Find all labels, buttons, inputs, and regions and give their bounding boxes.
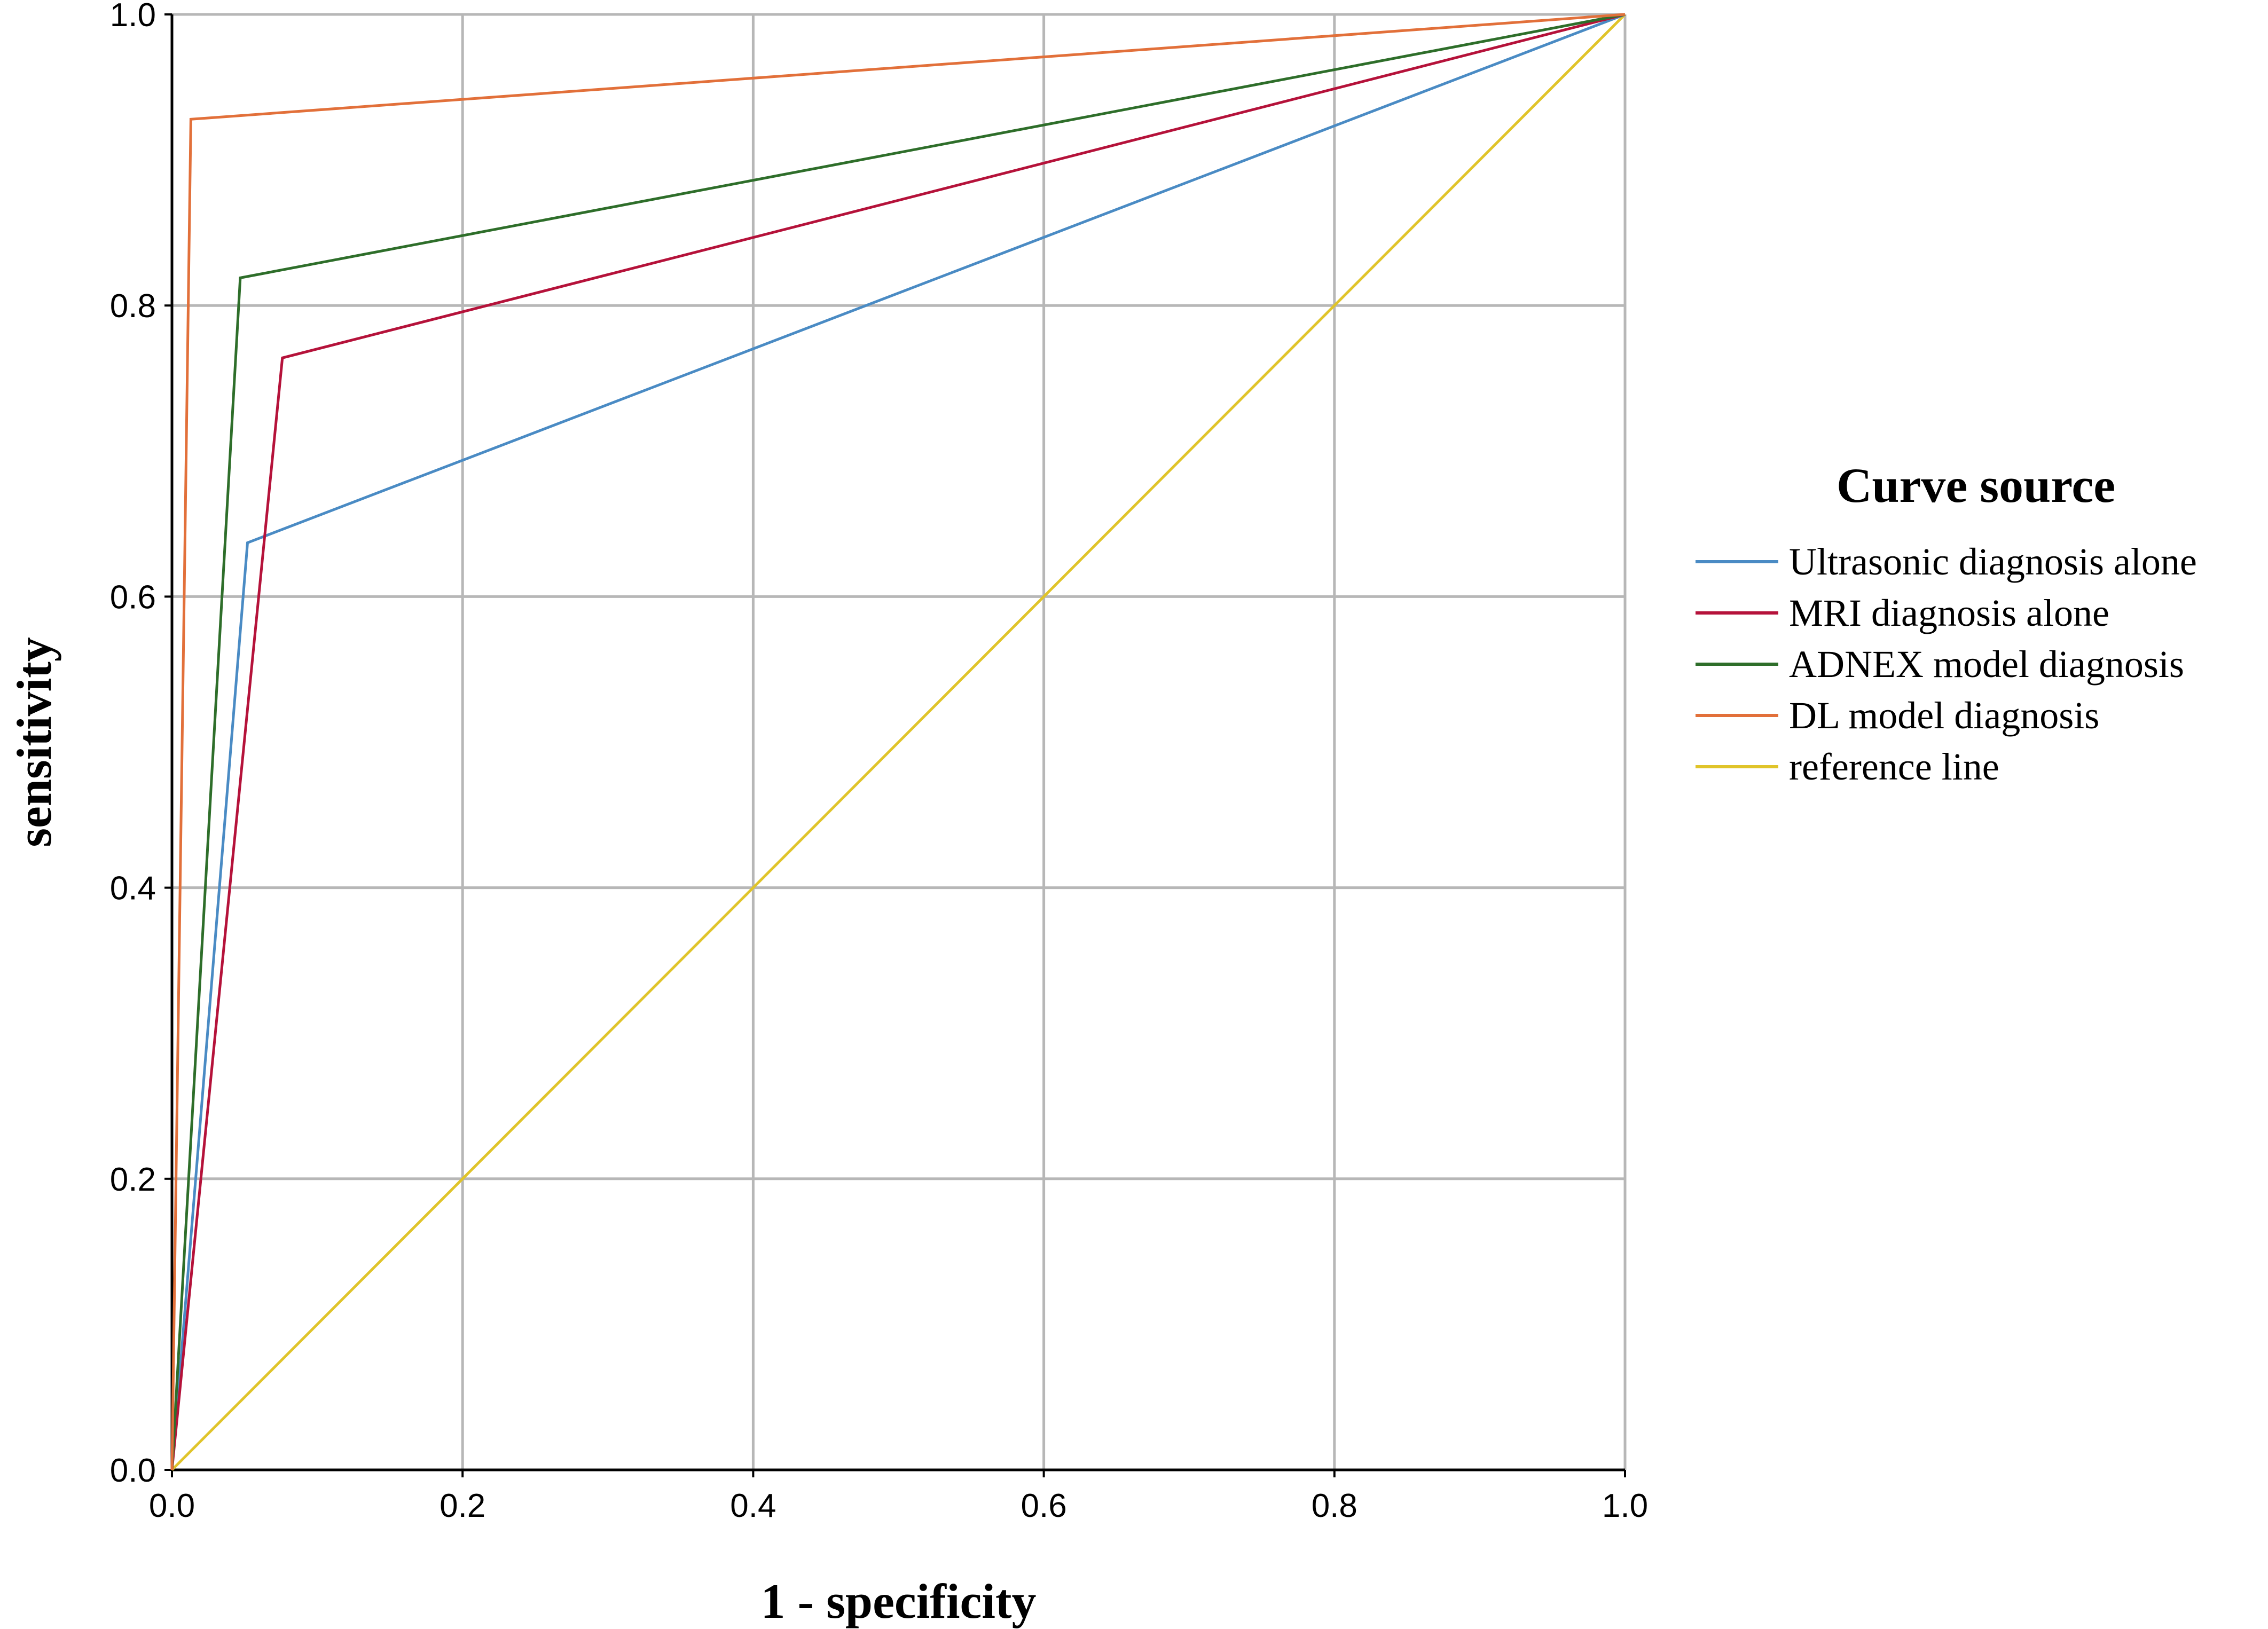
y-tick-label-5: 1.0 bbox=[110, 0, 156, 34]
x-tick-label-0: 0.0 bbox=[149, 1488, 195, 1524]
y-tick-label-2: 0.4 bbox=[110, 870, 156, 907]
x-tick-label-1: 0.2 bbox=[440, 1488, 485, 1524]
y-axis-title: sensitivity bbox=[7, 637, 61, 847]
series-line-2 bbox=[170, 13, 1626, 1470]
legend-label-2: ADNEX model diagnosis bbox=[1789, 643, 2184, 686]
tick-labels: 0.0 0.2 0.4 0.6 0.8 1.0 0.0 0.2 0.4 0.6 0.8 1.0 bbox=[110, 0, 1648, 1524]
series-line-0 bbox=[170, 13, 1626, 1470]
y-tick-label-0: 0.0 bbox=[110, 1452, 156, 1489]
series-line-1 bbox=[170, 13, 1626, 1470]
legend-label-0: Ultrasonic diagnosis alone bbox=[1789, 540, 2197, 583]
x-axis-title: 1 - specificity bbox=[760, 1574, 1036, 1628]
gridlines bbox=[172, 13, 1627, 1470]
legend-title: Curve source bbox=[1837, 458, 2115, 513]
series-line-3 bbox=[170, 13, 1626, 1470]
y-tick-label-3: 0.6 bbox=[110, 579, 156, 616]
x-tick-label-3: 0.6 bbox=[1021, 1488, 1066, 1524]
legend-label-4: reference line bbox=[1789, 745, 1999, 788]
legend: Ultrasonic diagnosis alone MRI diagnosis … bbox=[1696, 540, 2197, 788]
x-tick-label-2: 0.4 bbox=[730, 1488, 776, 1524]
y-tick-label-1: 0.2 bbox=[110, 1161, 156, 1198]
legend-label-3: DL model diagnosis bbox=[1789, 694, 2099, 737]
series-lines bbox=[170, 13, 1626, 1471]
axes bbox=[170, 14, 1625, 1471]
x-tick-label-4: 0.8 bbox=[1312, 1488, 1357, 1524]
series-line-4 bbox=[171, 13, 1626, 1471]
y-tick-label-4: 0.8 bbox=[110, 288, 156, 325]
x-tick-label-5: 1.0 bbox=[1602, 1488, 1648, 1524]
legend-label-1: MRI diagnosis alone bbox=[1789, 592, 2109, 634]
